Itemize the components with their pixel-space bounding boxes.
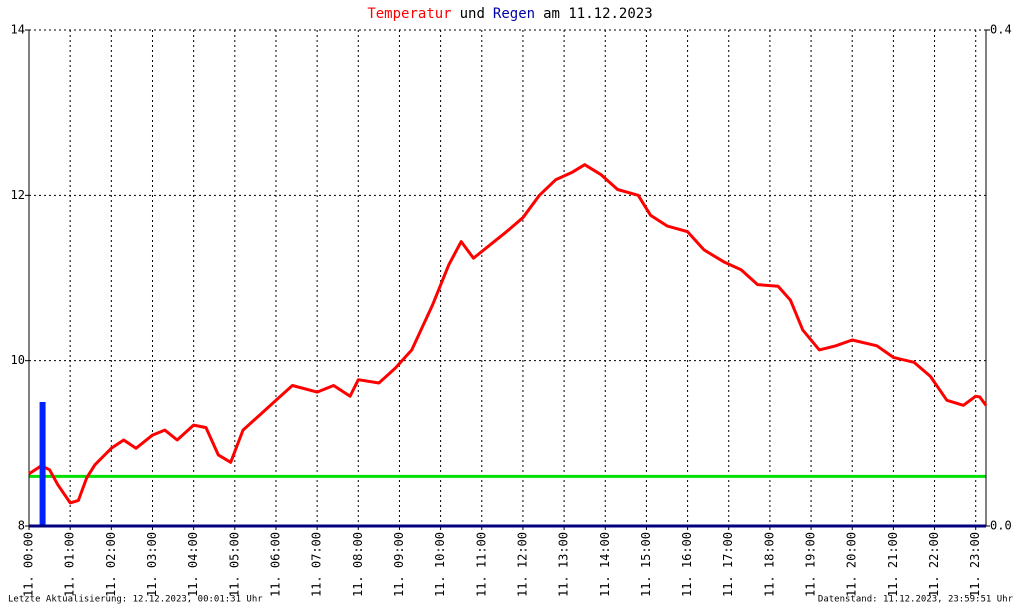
title-part: und [460,6,485,22]
x-tick-label: 11. 02:00 [104,532,118,597]
title-part: Temperatur [367,6,451,22]
title-part: am 11.12.2023 [543,6,653,22]
x-tick-label: 11. 13:00 [557,532,571,597]
x-tick-label: 11. 12:00 [515,532,529,597]
x-tick-label: 11. 18:00 [762,532,776,597]
title-part: Regen [493,6,535,22]
rain-bar [39,402,46,526]
y2-tick-label: 0.4 [990,23,1012,37]
x-tick-label: 11. 17:00 [721,532,735,597]
x-tick-label: 11. 10:00 [433,532,447,597]
x-tick-label: 11. 20:00 [845,532,859,597]
x-tick-label: 11. 08:00 [351,532,365,597]
x-tick-label: 11. 07:00 [310,532,324,597]
x-tick-label: 11. 19:00 [804,532,818,597]
footer-right: Datenstand: 11.12.2023, 23:59:51 Uhr [818,595,1014,605]
x-tick-label: 11. 22:00 [927,532,941,597]
temperature-line [28,163,988,505]
x-tick-label: 11. 09:00 [392,532,406,597]
x-tick-label: 11. 16:00 [680,532,694,597]
x-tick-label: 11. 11:00 [474,532,488,597]
x-tick-label: 11. 21:00 [886,532,900,597]
y2-tick-label: 0.0 [990,519,1012,533]
chart-title: Temperatur und Regen am 11.12.2023 [367,6,652,22]
x-tick-label: 11. 03:00 [145,532,159,597]
x-tick-label: 11. 05:00 [227,532,241,597]
x-tick-label: 11. 00:00 [22,532,36,597]
x-tick-label: 11. 15:00 [639,532,653,597]
x-tick-label: 11. 01:00 [63,532,77,597]
y-tick-label: 10 [11,353,25,367]
x-tick-label: 11. 06:00 [268,532,282,597]
x-tick-label: 11. 04:00 [186,532,200,597]
y-tick-label: 8 [18,519,25,533]
x-tick-label: 11. 23:00 [968,532,982,597]
y-tick-label: 12 [11,188,25,202]
footer-left: Letzte Aktualisierung: 12.12.2023, 00:01… [8,595,263,605]
y-tick-label: 14 [11,23,25,37]
x-tick-label: 11. 14:00 [598,532,612,597]
